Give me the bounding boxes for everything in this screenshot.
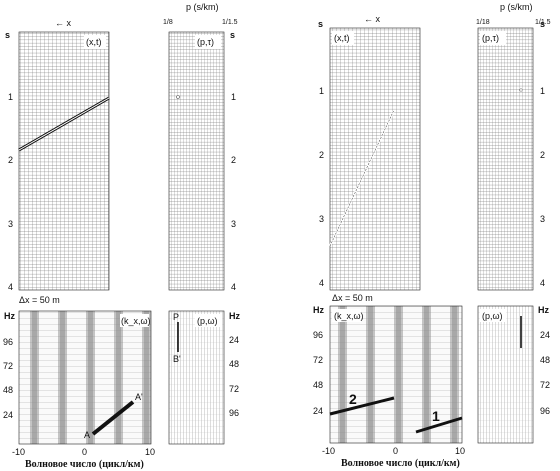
left-fk-panel: [18, 310, 152, 445]
right-tau-tick-1: 1: [540, 86, 545, 96]
right-fk-freq-72: 72: [313, 355, 323, 365]
right-fk-label: (k_x,ω): [334, 311, 364, 321]
left-p-tick-left: 1/8: [163, 19, 173, 26]
left-fk-event-AA: [91, 400, 135, 436]
left-tau-tick-1: 1: [231, 92, 236, 102]
left-k-tick-0: 0: [82, 447, 87, 457]
right-pw-freq-48: 48: [540, 355, 550, 365]
right-fk-event-2: [329, 396, 395, 416]
right-dx-label: Δx = 50 m: [332, 293, 373, 303]
left-pw-hz-unit: Hz: [229, 311, 240, 321]
left-time-tick-3: 3: [8, 219, 13, 229]
right-fk-freq-24: 24: [313, 406, 323, 416]
left-fk-label: (k_x,ω): [121, 316, 151, 326]
left-tau-tick-3: 3: [231, 219, 236, 229]
right-hz-unit: Hz: [313, 305, 324, 315]
left-xt-panel: [18, 31, 110, 291]
left-pw-freq-48: 48: [229, 359, 239, 369]
right-pw-panel: [477, 305, 534, 444]
left-time-unit: s: [5, 30, 10, 40]
right-fk-panel: [329, 305, 463, 444]
left-fk-freq-24: 24: [3, 410, 13, 420]
left-point-A-prime: A': [135, 392, 143, 402]
left-x-arrow: ← x: [55, 18, 72, 28]
left-k-tick-10: 10: [145, 447, 155, 457]
left-point-P: P: [173, 312, 179, 322]
left-pw-label: (p,ω): [197, 316, 218, 326]
right-xt-label: (x,t): [334, 33, 350, 43]
left-time-tick-1: 1: [8, 92, 13, 102]
right-k-tick-neg10: -10: [322, 446, 335, 456]
right-fk-freq-96: 96: [313, 330, 323, 340]
left-point-B-prime: B': [173, 354, 181, 364]
left-hz-unit: Hz: [4, 311, 15, 321]
left-p-tick-right: 1/1.5: [222, 19, 238, 26]
right-time-tick-1: 1: [319, 86, 324, 96]
right-pt-label: (p,τ): [482, 33, 499, 43]
left-pw-panel: [168, 310, 225, 445]
right-time-tick-3: 3: [319, 214, 324, 224]
right-tau-tick-4: 4: [540, 278, 545, 288]
left-tau-tick-4: 4: [231, 282, 236, 292]
left-figure: p (s/km) 1/8 1/1.5 ← x (x,t) s 1 2 3 4 (…: [3, 2, 240, 470]
right-x-arrow: ← x: [364, 14, 381, 24]
left-tau-unit: s: [230, 30, 235, 40]
left-fk-freq-48: 48: [3, 385, 13, 395]
left-xt-label: (x,t): [86, 37, 102, 47]
right-ptau-point: [519, 88, 523, 92]
left-pw-freq-96: 96: [229, 408, 239, 418]
left-tau-tick-2: 2: [231, 155, 236, 165]
right-time-tick-4: 4: [319, 278, 324, 288]
left-dx-label: Δx = 50 m: [19, 295, 60, 305]
left-ptau-panel: [168, 31, 225, 291]
right-tau-tick-3: 3: [540, 214, 545, 224]
right-pw-freq-96: 96: [540, 406, 550, 416]
left-time-tick-4: 4: [8, 282, 13, 292]
right-fk-freq-48: 48: [313, 380, 323, 390]
right-k-tick-0: 0: [393, 446, 398, 456]
right-p-tick-left: 1/18: [476, 19, 490, 26]
left-p-header: p (s/km): [186, 2, 219, 12]
left-pw-freq-24: 24: [229, 335, 239, 345]
left-k-axis-label: Волновое число (цикл/км): [25, 459, 144, 470]
right-p-tick-right: 1/1.5: [535, 19, 551, 26]
right-fk-event-1: [415, 416, 463, 434]
right-pw-hz-unit: Hz: [538, 305, 549, 315]
left-point-A: A: [84, 430, 90, 440]
right-pw-freq-72: 72: [540, 380, 550, 390]
right-pw-label: (p,ω): [482, 311, 503, 321]
left-fk-freq-96: 96: [3, 337, 13, 347]
right-p-header: p (s/km): [500, 2, 533, 12]
right-tau-unit: s: [540, 19, 545, 29]
right-pw-freq-24: 24: [540, 330, 550, 340]
right-time-tick-2: 2: [319, 150, 324, 160]
left-time-tick-2: 2: [8, 155, 13, 165]
right-event-1-label: 1: [432, 408, 440, 424]
right-event-2-label: 2: [349, 391, 357, 407]
left-k-tick-neg10: -10: [12, 447, 25, 457]
right-k-tick-10: 10: [455, 446, 465, 456]
left-ptau-point: [176, 95, 180, 99]
right-tau-tick-2: 2: [540, 150, 545, 160]
left-pw-freq-72: 72: [229, 384, 239, 394]
right-time-unit: s: [318, 19, 323, 29]
right-xt-panel: [329, 27, 421, 291]
right-figure: p (s/km) 1/18 1/1.5 ← x (x,t) s 1 2 3 4 …: [313, 2, 551, 469]
left-fk-freq-72: 72: [3, 361, 13, 371]
right-k-axis-label: Волновое число (цикл/км): [341, 458, 460, 469]
right-ptau-panel: [477, 27, 534, 291]
left-pt-label: (p,τ): [197, 37, 214, 47]
